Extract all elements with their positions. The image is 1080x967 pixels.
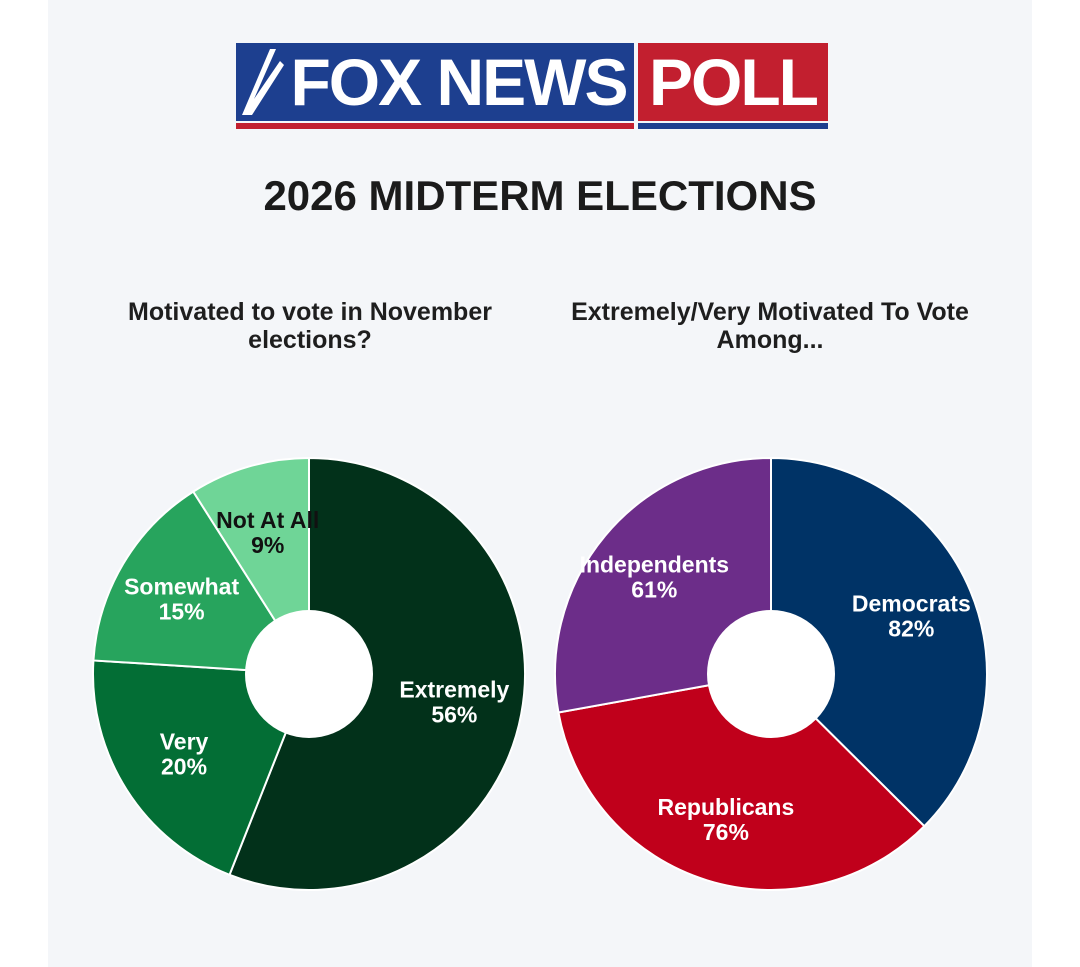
slice-somewhat	[92, 490, 311, 676]
slice-label-not-at-all: Not At All 9%	[216, 507, 319, 558]
slice-label-democrats: Democrats 82%	[852, 591, 971, 642]
slice-label-republicans: Republicans 76%	[658, 794, 795, 845]
logo-tag-text: POLL	[649, 45, 819, 119]
slice-very	[92, 659, 311, 877]
donut-hole	[707, 610, 835, 738]
slice-democrats	[770, 456, 988, 828]
party-donut-chart: Democrats 82% Republicans 76% Independents 61…	[554, 456, 988, 891]
slice-label-very: Very 20%	[160, 728, 209, 779]
page-title: 2026 MIDTERM ELECTIONS	[263, 172, 817, 219]
slice-extremely	[228, 456, 526, 891]
fox-news-poll-logo: FOX NEWS POLL	[236, 43, 828, 130]
motivation-donut-chart: Extremely 56% Very 20% Somewhat 15% Not At All…	[92, 456, 526, 891]
logo-stripe-red	[236, 123, 634, 129]
logo-brand-text: FOX NEWS	[290, 45, 628, 119]
logo-brand-block: FOX NEWS	[236, 43, 634, 121]
left-chart-title: Motivated to vote in November elections?	[128, 298, 492, 354]
lightning-bolt-icon	[242, 49, 284, 115]
slice-label-somewhat: Somewhat 15%	[124, 574, 239, 625]
right-chart-title: Extremely/Very Motivated To Vote Among..…	[571, 298, 969, 354]
logo-tag-block: POLL	[638, 43, 828, 121]
slice-label-independents: Independents 61%	[580, 552, 730, 603]
slice-label-extremely: Extremely 56%	[399, 677, 509, 728]
logo-stripe-blue	[638, 123, 828, 129]
slice-republicans	[557, 672, 926, 891]
donut-hole	[245, 610, 373, 738]
